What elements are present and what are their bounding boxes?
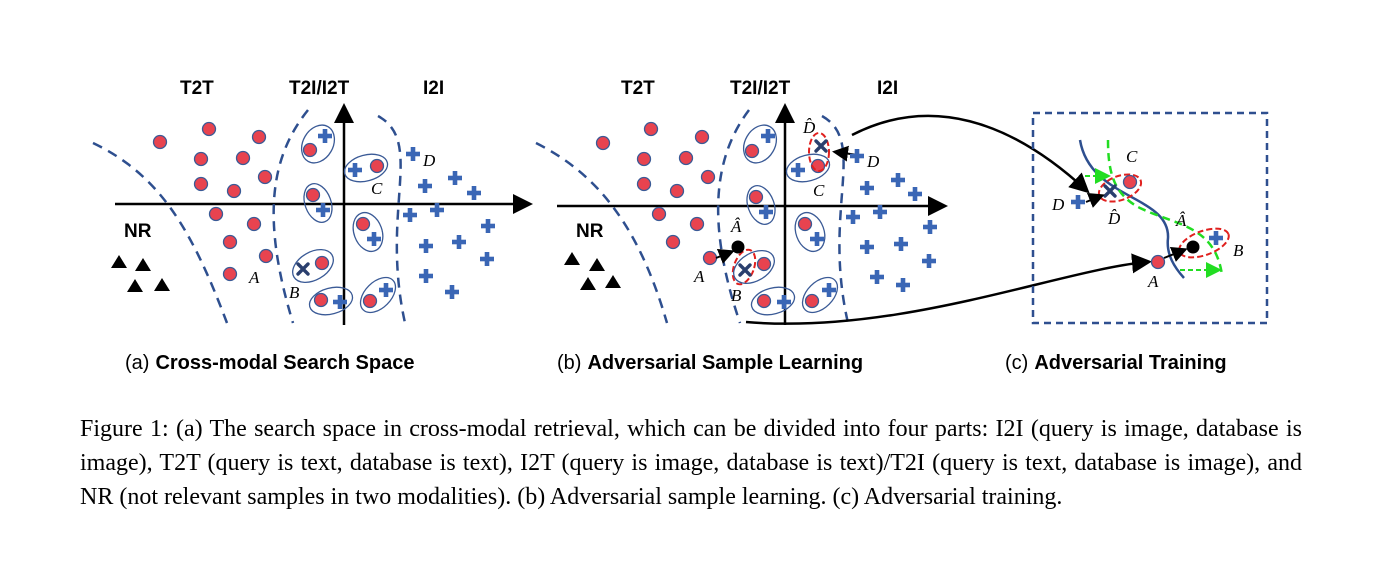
panel-b-axes [557,103,948,325]
region-label-i2i: I2I [423,78,444,99]
region-label-t2t: T2T [180,78,214,99]
panel-b-label-a: A [693,267,705,286]
nr-triangles [111,255,170,292]
panel-b-pairs [742,124,839,316]
panel-c-label-a-hat: Â [1175,211,1187,230]
panel-b-label-a-hat: Â [730,217,742,236]
panel-a-label-a: A [248,268,260,287]
panel-c-subcaption: (c) Adversarial Training [1005,352,1227,374]
panel-a-t2t-dots [152,121,274,282]
panel-b-region-label-t2i-i2t: T2I/I2T [730,78,791,99]
panel-b-region-label-i2i: I2I [877,78,898,99]
panel-c-label-c: C [1126,147,1138,166]
panel-c-frame [1031,111,1269,325]
panel-c-arrow-d [1085,193,1105,208]
panel-a-label-b: B [289,283,300,302]
panel-c-label-d: D [1051,195,1065,214]
nr-label: NR [124,221,152,242]
panel-b-i2i-pluses [846,149,937,292]
panel-b: T2T T2I/I2T I2I NR [535,78,948,374]
panel-c-arrow-a [1163,247,1188,262]
arrow-a-to-a-hat [715,249,735,264]
panel-c-label-b: B [1233,241,1244,260]
panel-c-dot-a-hat [1186,240,1200,254]
panel-b-subcaption: (b) Adversarial Sample Learning [557,352,863,374]
panel-b-label-b: B [731,286,742,305]
panel-c: C D D̂ Â B A [1031,111,1269,325]
panel-c-subcaption-prefix: (c) [1005,352,1028,374]
panel-b-adversarial-b [731,240,775,286]
panel-c-ellipse-b [1178,227,1230,259]
panel-c-label-a: A [1147,272,1159,291]
panel-a-boundaries [92,109,407,324]
panel-b-subcaption-title: Adversarial Sample Learning [587,352,863,374]
panel-c-label-d-hat: D̂ [1107,209,1121,228]
panel-a-subcaption-prefix: (a) [125,352,149,374]
panel-b-region-label-t2t: T2T [621,78,655,99]
panel-a-label-c: C [371,179,383,198]
panel-b-nr-label: NR [576,221,604,242]
panel-b-label-c: C [813,181,825,200]
panel-a-label-d: D [422,151,436,170]
connector-arrows [745,114,1152,325]
panel-b-label-d: D [866,152,880,171]
panel-b-subcaption-prefix: (b) [557,352,581,374]
panel-b-boundaries [535,109,850,324]
region-label-t2i-i2t: T2I/I2T [289,78,350,99]
panel-a-pairs [292,124,397,316]
panel-b-adversarial-d [808,132,830,172]
panel-b-nr-triangles [564,252,621,290]
panel-a-subcaption: (a) Cross-modal Search Space [125,352,414,374]
panel-c-dot-a [1150,254,1166,270]
panel-a: T2T T2I/I2T I2I NR [92,78,533,374]
panel-b-label-d-hat: D̂ [802,118,816,137]
figure-caption: Figure 1: (a) The search space in cross-… [80,416,1302,510]
panel-c-dot-c [1122,174,1138,190]
panel-b-t2t-dots [595,121,718,266]
panel-a-i2i-pluses [403,147,495,299]
panel-a-subcaption-title: Cross-modal Search Space [155,352,414,374]
panel-c-subcaption-title: Adversarial Training [1034,352,1226,374]
